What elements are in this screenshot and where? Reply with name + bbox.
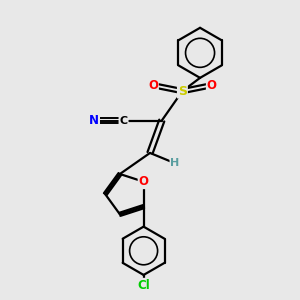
Text: S: S <box>178 85 187 98</box>
Text: O: O <box>139 175 148 188</box>
Text: Cl: Cl <box>137 279 150 292</box>
Text: N: N <box>89 114 99 127</box>
Text: H: H <box>170 158 180 168</box>
Text: C: C <box>119 116 128 126</box>
Text: O: O <box>207 79 217 92</box>
Text: O: O <box>148 79 158 92</box>
